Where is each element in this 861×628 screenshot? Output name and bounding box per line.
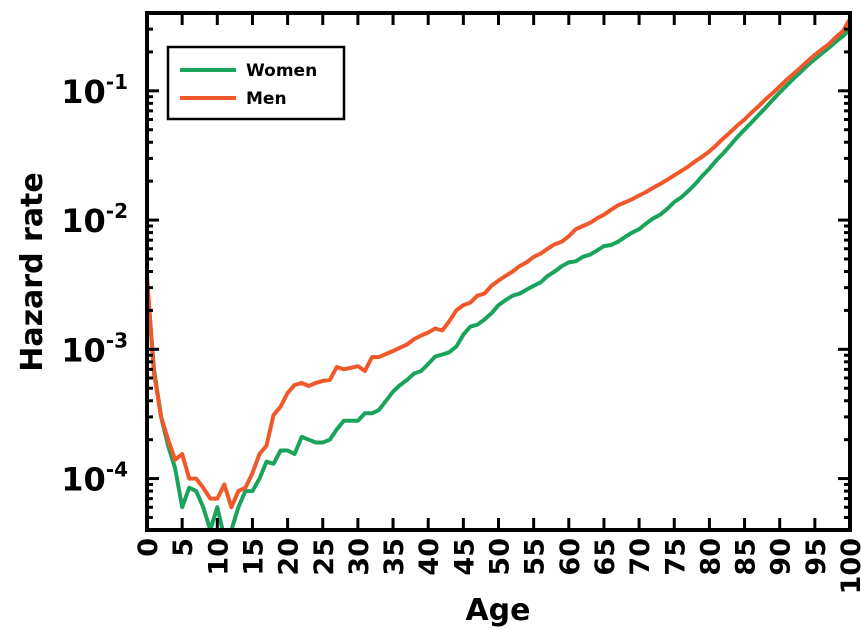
legend-box bbox=[166, 45, 346, 121]
x-tick-label: 5 bbox=[168, 538, 199, 557]
x-tick-label: 100 bbox=[836, 538, 861, 594]
x-tick-label: 50 bbox=[485, 538, 516, 576]
plot-lines bbox=[147, 17, 850, 530]
y-tick-label: 10-1 bbox=[61, 70, 128, 111]
x-tick-label: 10 bbox=[203, 538, 234, 576]
x-tick-label: 25 bbox=[309, 538, 340, 576]
x-tick-label: 90 bbox=[766, 538, 797, 576]
x-tick-label: 30 bbox=[344, 538, 375, 576]
x-tick-label: 65 bbox=[590, 538, 621, 576]
x-tick-label: 55 bbox=[520, 538, 551, 576]
series-line-women bbox=[147, 27, 850, 530]
x-tick-label: 95 bbox=[801, 538, 832, 576]
x-tick-label: 40 bbox=[414, 538, 445, 576]
x-tick-label: 20 bbox=[274, 538, 305, 576]
x-tick-label: 45 bbox=[449, 538, 480, 576]
y-axis-ticks: 10-4 10-3 10-2 10-1 bbox=[61, 11, 850, 532]
x-tick-label: 85 bbox=[731, 538, 762, 576]
x-tick-label: 80 bbox=[695, 538, 726, 576]
x-tick-label: 75 bbox=[660, 538, 691, 576]
y-tick-label: 10-4 bbox=[61, 458, 128, 499]
legend: Women Men bbox=[166, 45, 346, 121]
x-tick-label: 60 bbox=[555, 538, 586, 576]
y-tick-label: 10-2 bbox=[61, 199, 128, 240]
y-axis-title: Hazard rate bbox=[15, 172, 50, 372]
x-axis-title: Age bbox=[465, 593, 530, 628]
x-tick-label: 15 bbox=[238, 538, 269, 576]
x-tick-label: 0 bbox=[133, 538, 164, 557]
x-axis-ticks: 0 5 10 15 20 25 30 35 40 45 50 55 60 65 70 75 80 85 90 95 10… bbox=[133, 13, 861, 594]
y-tick-label: 10-3 bbox=[61, 328, 128, 369]
x-tick-label: 35 bbox=[379, 538, 410, 576]
x-tick-label: 70 bbox=[625, 538, 656, 576]
series-line-men bbox=[147, 17, 850, 510]
legend-label-women: Women bbox=[246, 61, 317, 81]
legend-label-men: Men bbox=[246, 89, 287, 109]
